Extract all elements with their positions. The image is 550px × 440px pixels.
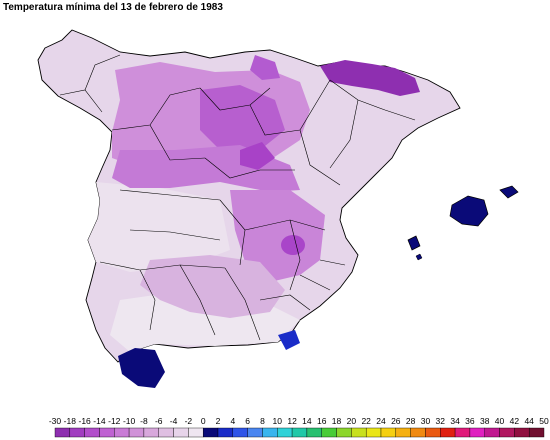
legend-tick-label: 40 [495,416,505,426]
legend-swatch [188,427,204,438]
legend-swatch [440,427,456,438]
legend-tick-label: -4 [170,416,178,426]
legend-tick-label: 6 [245,416,250,426]
legend-swatch [528,427,545,438]
cold-spot-albacete [281,235,305,255]
legend-tick-label: 16 [317,416,327,426]
legend-tick-label: 4 [230,416,235,426]
legend-swatch [514,427,530,438]
legend-swatch [114,427,130,438]
legend-swatch [365,427,382,438]
legend-tick-label: -12 [108,416,121,426]
legend-swatch [54,427,71,438]
legend-swatch [291,427,308,438]
legend-tick-label: -16 [78,416,91,426]
legend-swatch [69,427,85,438]
legend-swatch [410,427,426,438]
legend-tick-label: 34 [450,416,460,426]
island-ibiza [407,235,421,251]
legend-tick-label: 2 [216,416,221,426]
legend-tick-label: -18 [64,416,77,426]
legend-swatch [469,427,485,438]
warm-coast-south [118,348,165,388]
legend-swatch [395,427,411,438]
legend-swatch [351,427,367,438]
legend-swatch [143,427,159,438]
legend-tick-label: 24 [376,416,386,426]
legend-tick-label: 42 [510,416,520,426]
legend-swatch [277,427,293,438]
light-area-west [88,182,230,272]
legend-tick-label: 38 [480,416,490,426]
legend-tick-label: 10 [273,416,283,426]
legend-swatch [84,427,100,438]
island-menorca [499,185,519,199]
legend-labels: -30 -18 -16 -14 -12 -10 -8 -6 -4 -2 0 2 4 6 8 10 12 14 16 1… [49,416,549,426]
legend-swatch [321,427,337,438]
legend-tick-label: 28 [406,416,416,426]
legend-swatch [336,427,352,438]
legend-swatch [202,427,219,438]
legend-tick-label: 18 [332,416,342,426]
island-formentera [415,253,423,261]
legend-tick-label: 44 [524,416,534,426]
legend-tick-label: -2 [185,416,193,426]
legend-swatch [499,427,515,438]
legend-swatch [247,427,263,438]
legend-swatch [173,427,189,438]
legend-swatch [99,427,115,438]
legend-tick-label: 12 [287,416,297,426]
legend-tick-label: 0 [201,416,206,426]
legend-swatch [128,427,145,438]
legend-swatch [425,427,441,438]
temperature-map [37,29,519,388]
legend-tick-label: -6 [155,416,163,426]
legend-tick-label: 20 [347,416,357,426]
cold-core-meseta [200,85,285,150]
legend-tick-label: -10 [123,416,136,426]
legend-tick-label: -14 [93,416,106,426]
color-legend: -30 -18 -16 -14 -12 -10 -8 -6 -4 -2 0 2 4 6 8 10 12 14 16 1… [49,416,549,438]
cold-spot-leon [250,55,280,80]
legend-swatch [484,427,500,438]
mild-area-andalucia [140,255,285,318]
legend-tick-label: -8 [140,416,148,426]
coldest-area-pyrenees [320,60,420,96]
legend-tick-label: 50 [539,416,549,426]
island-mallorca [449,195,489,227]
legend-tick-label: 26 [391,416,401,426]
legend-swatch [262,427,278,438]
legend-tick-label: 22 [361,416,371,426]
legend-tick-label: 14 [302,416,312,426]
legend-tick-label: -30 [49,416,62,426]
map-title: Temperatura mínima del 13 de febrero de … [3,2,223,13]
legend-tick-label: 36 [465,416,475,426]
cold-spot-cuenca [240,142,275,170]
warm-coast-mediterranean [278,330,300,350]
legend-swatch [306,427,322,438]
legend-swatch [158,427,174,438]
legend-tick-label: 8 [260,416,265,426]
cold-area-la-mancha [230,190,325,282]
legend-swatch [380,427,397,438]
legend-swatch [232,427,248,438]
legend-swatch [454,427,471,438]
province-borders [59,54,416,341]
legend-tick-label: 30 [421,416,431,426]
legend-tick-label: 32 [436,416,446,426]
legend-swatches [54,427,545,438]
legend-swatch [217,427,234,438]
